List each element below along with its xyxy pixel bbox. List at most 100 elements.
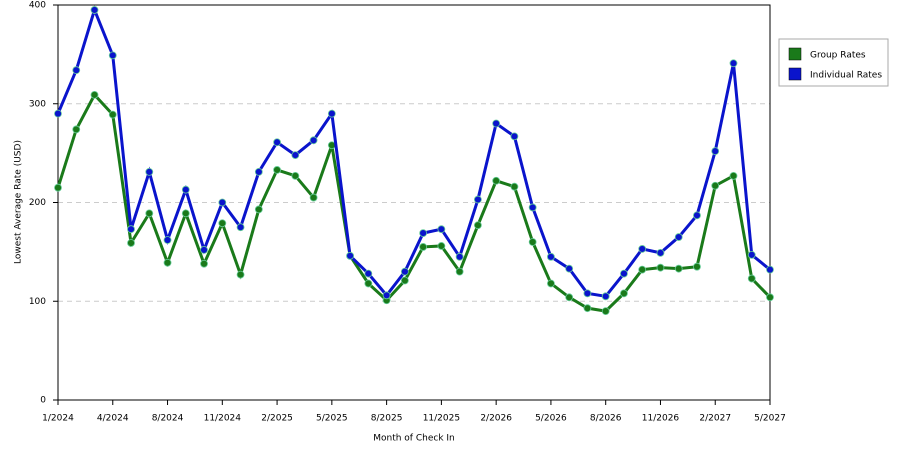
x-tick-label: 11/2024 xyxy=(204,414,242,424)
data-point xyxy=(528,203,537,212)
data-point xyxy=(711,147,720,156)
data-point xyxy=(711,181,720,190)
data-point xyxy=(181,209,190,218)
x-tick-label: 1/2024 xyxy=(42,414,74,424)
x-tick-label: 5/2025 xyxy=(316,414,348,424)
data-point xyxy=(419,243,428,251)
data-point xyxy=(163,236,172,244)
data-point xyxy=(510,182,519,191)
data-point xyxy=(528,238,537,246)
data-point xyxy=(72,125,81,134)
data-point xyxy=(273,166,281,174)
data-point xyxy=(200,245,208,254)
data-point xyxy=(400,267,409,276)
data-point xyxy=(218,198,227,207)
data-point xyxy=(364,279,373,288)
y-tick-label: 200 xyxy=(29,198,46,208)
legend-box xyxy=(778,38,889,87)
data-point xyxy=(547,252,555,261)
data-point xyxy=(693,211,701,220)
data-point xyxy=(455,252,464,261)
data-point xyxy=(72,66,81,75)
y-tick-label: 100 xyxy=(29,297,46,307)
data-point xyxy=(747,274,756,283)
data-point xyxy=(236,223,245,232)
data-point xyxy=(437,242,446,250)
data-point xyxy=(583,289,592,298)
data-point xyxy=(291,151,300,160)
data-point xyxy=(273,138,281,147)
data-point xyxy=(547,279,555,288)
legend-label: Group Rates xyxy=(810,51,866,61)
data-point xyxy=(200,259,208,268)
data-point xyxy=(565,264,574,273)
data-point xyxy=(620,269,628,278)
data-point xyxy=(473,221,482,230)
data-point xyxy=(400,276,409,285)
data-point xyxy=(163,258,172,267)
data-point xyxy=(54,183,62,192)
y-axis-label: Lowest Average Rate (USD) xyxy=(14,140,24,264)
legend-swatch xyxy=(788,67,802,81)
data-point xyxy=(327,109,336,118)
series-line xyxy=(56,92,772,313)
data-point xyxy=(638,245,647,253)
data-point xyxy=(492,176,501,185)
x-tick-label: 2/2026 xyxy=(480,414,512,424)
data-point xyxy=(565,293,574,302)
data-point xyxy=(218,219,227,228)
x-tick-label: 2/2027 xyxy=(699,414,731,424)
data-point xyxy=(601,307,610,316)
x-tick-label: 11/2025 xyxy=(423,414,460,424)
data-point xyxy=(583,304,592,313)
data-point xyxy=(254,205,263,214)
legend-label: Individual Rates xyxy=(810,71,882,81)
data-point xyxy=(656,248,665,257)
data-point xyxy=(90,6,99,14)
data-point xyxy=(693,262,701,271)
data-point xyxy=(127,225,135,234)
data-point xyxy=(656,263,665,272)
y-tick-label: 400 xyxy=(29,1,46,11)
data-point xyxy=(309,193,318,202)
data-point xyxy=(346,251,355,260)
x-tick-label: 2/2025 xyxy=(261,414,293,424)
y-tick-label: 300 xyxy=(29,99,46,109)
data-point xyxy=(254,167,263,176)
data-point xyxy=(492,119,501,128)
data-point xyxy=(309,136,318,145)
x-tick-label: 5/2026 xyxy=(535,414,567,424)
data-point xyxy=(473,195,482,204)
data-point xyxy=(90,90,99,99)
series-line xyxy=(56,5,771,298)
data-point xyxy=(419,229,428,238)
data-point xyxy=(145,209,154,218)
data-point xyxy=(766,293,774,302)
data-point xyxy=(674,233,683,241)
y-tick-label: 0 xyxy=(40,396,46,406)
x-tick-label: 5/2027 xyxy=(754,414,786,424)
x-tick-label: 8/2025 xyxy=(371,414,403,424)
data-point xyxy=(638,265,647,274)
data-point xyxy=(747,250,756,259)
data-point xyxy=(145,167,154,176)
plot-frame xyxy=(57,4,771,401)
data-point xyxy=(510,132,519,141)
legend-swatch xyxy=(788,47,802,61)
data-point xyxy=(455,267,464,276)
data-point xyxy=(291,171,300,180)
data-point xyxy=(108,110,117,119)
data-point xyxy=(601,292,610,301)
data-point xyxy=(236,270,245,279)
data-point xyxy=(729,171,738,180)
data-point xyxy=(620,289,628,298)
data-point xyxy=(127,239,135,247)
x-axis-label: Month of Check In xyxy=(373,434,455,444)
x-tick-label: 8/2024 xyxy=(152,414,184,424)
data-point xyxy=(108,51,117,60)
data-point xyxy=(437,225,446,234)
data-point xyxy=(382,291,391,300)
data-point xyxy=(364,269,373,278)
data-point xyxy=(729,59,738,68)
